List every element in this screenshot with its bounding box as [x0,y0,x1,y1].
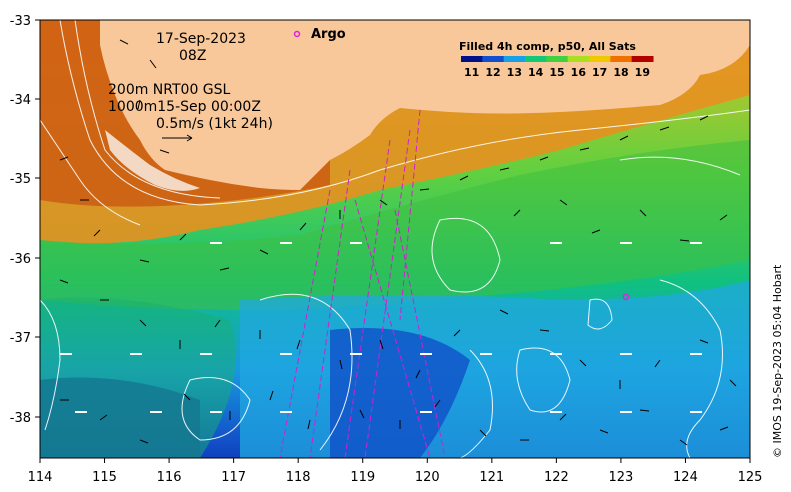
legend-tick-labels: 11 12 13 14 15 16 17 18 19 [464,66,650,79]
x-tick-label: 121 [479,470,504,485]
land-mass [100,20,750,190]
legend-swatch [525,56,547,62]
x-tick-label: 123 [608,470,633,485]
depth-line-2: 1000m15-Sep 00:00Z [108,99,261,115]
y-tick-label: -38 [10,411,31,426]
x-tick-label: 114 [28,470,53,485]
legend-color-bar [461,56,654,62]
x-axis-ticks: 114 115 116 117 118 119 120 121 122 123 124 125 [28,458,763,485]
x-tick-label: 118 [286,470,311,485]
scale-label: 0.5m/s (1kt 24h) [156,116,273,132]
x-tick-label: 115 [92,470,117,485]
depth-line-1: 200m NRT00 GSL [108,82,231,98]
height-contours [40,20,750,458]
x-tick-label: 120 [415,470,440,485]
color-legend: Filled 4h comp, p50, All Sats 11 12 13 14 15… [459,40,654,79]
x-tick-label: 124 [673,470,698,485]
y-tick-label: -35 [10,172,31,187]
argo-float-marker[interactable] [622,293,630,301]
plot-area [40,20,750,458]
y-tick-label: -37 [10,331,31,346]
header-annotations: 17-Sep-2023 08Z 200m NRT00 GSL 1000m15-S… [108,31,273,142]
legend-tick-label: 14 [528,66,544,79]
x-tick-label: 117 [221,470,246,485]
legend-swatch [461,56,483,62]
legend-tick-label: 17 [592,66,607,79]
argo-legend-icon [293,30,301,38]
legend-swatch [610,56,633,62]
legend-swatch [589,56,611,62]
legend-tick-label: 13 [507,66,522,79]
legend-swatch [503,56,526,62]
x-tick-label: 122 [544,470,569,485]
x-tick-label: 125 [738,470,763,485]
reference-arrows [60,242,702,413]
credit-label: © IMOS 19-Sep-2023 05:04 Hobart [771,264,784,458]
legend-tick-label: 16 [571,66,587,79]
satellite-tracks [279,109,446,458]
x-tick-label: 119 [350,470,375,485]
time-label: 08Z [179,48,206,64]
legend-tick-label: 18 [613,66,628,79]
legend-tick-label: 11 [464,66,479,79]
legend-swatch [567,56,590,62]
legend-swatch [631,56,654,62]
y-tick-label: -34 [10,93,31,108]
current-vectors [59,39,737,446]
legend-tick-label: 12 [485,66,500,79]
y-tick-label: -36 [10,252,31,267]
legend-tick-label: 19 [635,66,650,79]
legend-swatch [482,56,505,62]
plot-border [39,19,751,459]
x-tick-label: 116 [157,470,182,485]
y-tick-label: -33 [10,14,31,29]
legend-tick-label: 15 [549,66,564,79]
scale-arrow-head-icon [186,134,193,142]
date-label: 17-Sep-2023 [156,31,246,47]
y-axis-ticks: -33 -34 -35 -36 -37 -38 [10,14,40,426]
legend-title: Filled 4h comp, p50, All Sats [459,40,636,53]
legend-swatch [546,56,569,62]
argo-label: Argo [311,27,346,42]
